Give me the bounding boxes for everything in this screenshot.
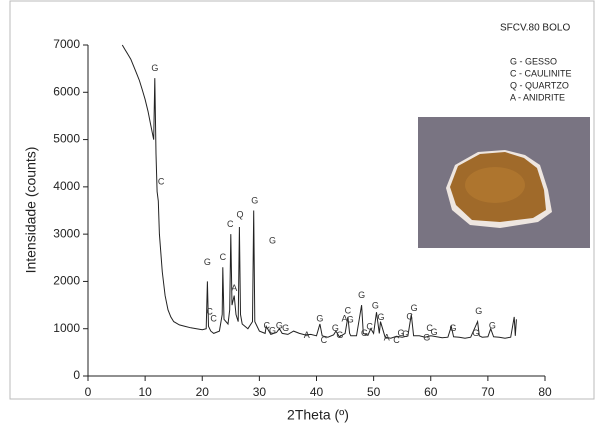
peak-label: G: [472, 328, 479, 338]
peak-label: G: [358, 290, 365, 300]
peak-label: G: [269, 236, 276, 246]
key-entry: G - GESSO: [510, 56, 557, 66]
peak-label: C: [227, 219, 234, 229]
peak-label: C: [220, 252, 227, 262]
y-tick-label: 7000: [53, 37, 80, 51]
peak-label: A: [231, 283, 237, 293]
peak-label: G: [151, 63, 158, 73]
peak-label: G: [431, 327, 438, 337]
x-tick-label: 80: [538, 385, 552, 399]
peak-label: A: [384, 333, 390, 343]
sample-label: SFCV.80 BOLO: [500, 23, 570, 34]
peak-label: C: [321, 335, 328, 345]
y-tick-label: 5000: [53, 132, 80, 146]
y-tick-label: 1000: [53, 321, 80, 335]
peak-label: A: [304, 330, 310, 340]
x-tick-label: 70: [481, 385, 495, 399]
peak-label: G: [475, 306, 482, 316]
peak-label: Q: [236, 210, 243, 220]
sample-photo: [418, 117, 590, 248]
peak-label: C: [210, 314, 217, 324]
x-axis-label: 2Theta (º): [287, 407, 349, 423]
x-tick-label: 60: [424, 385, 438, 399]
y-axis-label: Intensidade (counts): [23, 147, 39, 274]
peak-label: G: [402, 329, 409, 339]
y-tick-label: 4000: [53, 179, 80, 193]
y-tick-label: 2000: [53, 274, 80, 288]
x-tick-label: 40: [310, 385, 324, 399]
y-tick-label: 0: [73, 368, 80, 382]
peak-label: C: [406, 311, 413, 321]
peak-label: G: [423, 333, 430, 343]
key-entry: Q - QUARTZO: [510, 80, 569, 90]
y-tick-label: 6000: [53, 84, 80, 98]
peak-label: G: [411, 303, 418, 313]
peak-label: G: [316, 314, 323, 324]
x-tick-label: 30: [253, 385, 267, 399]
peak-label: C: [158, 177, 165, 187]
peak-label: G: [204, 257, 211, 267]
peak-label: G: [489, 320, 496, 330]
peak-label: C: [366, 322, 373, 332]
y-tick-label: 3000: [53, 226, 80, 240]
x-tick-label: 50: [367, 385, 381, 399]
x-tick-label: 10: [138, 385, 152, 399]
peak-label: G: [372, 300, 379, 310]
x-tick-label: 0: [85, 385, 92, 399]
peak-label: G: [282, 323, 289, 333]
x-tick-label: 20: [196, 385, 210, 399]
chart: SFCV.80 BOLO G - GESSO C - CAULINITE Q -…: [0, 0, 595, 426]
peak-label: G: [450, 323, 457, 333]
peak-label: G: [378, 312, 385, 322]
peak-label: G: [347, 315, 354, 325]
key-entry: C - CAULINITE: [510, 68, 572, 78]
key-entry: A - ANIDRITE: [510, 92, 565, 102]
peak-label: G: [336, 330, 343, 340]
peak-label: G: [251, 195, 258, 205]
